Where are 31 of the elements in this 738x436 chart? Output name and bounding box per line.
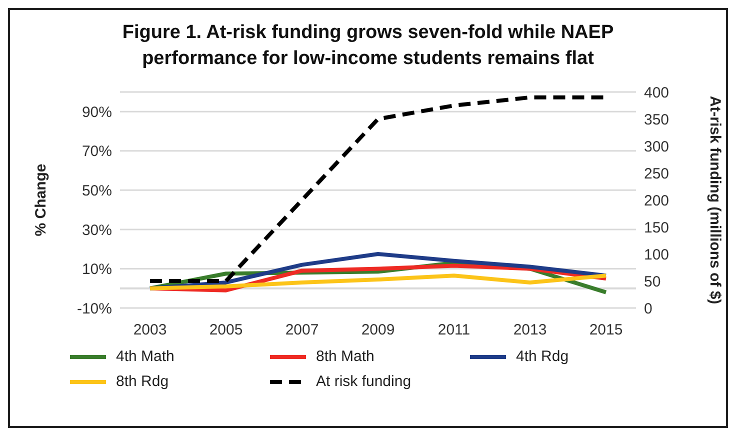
x-tick-label: 2003 [133,322,167,339]
legend-label: 4th Rdg [516,348,569,365]
y2-tick-label: 300 [644,138,670,156]
y-axis-title: % Change [32,164,50,236]
y2-tick-label: 400 [644,84,670,102]
y-tick-label: 10% [82,261,112,278]
y2-tick-label: 350 [644,111,670,128]
chart-title: Figure 1. At-risk funding grows seven-fold while NAEP performance for low-income students remains flat [121,21,615,71]
y-tick-label: 50% [82,182,112,200]
y2-tick-label: 100 [644,246,670,264]
y2-tick-label: 0 [644,300,652,318]
x-tick-label: 2005 [209,322,243,339]
legend-label: 4th Math [116,348,174,365]
x-tick-label: 2015 [589,322,623,339]
y-tick-label: 30% [82,222,112,239]
legend-label: At risk funding [316,373,412,390]
y2-tick-label: 250 [644,165,670,182]
line-series [148,274,608,290]
x-tick-label: 2007 [285,322,319,339]
y-tick-label: 70% [82,143,112,160]
legend-label: 8th Rdg [116,373,169,390]
y2-tick-label: 200 [644,192,670,210]
legend-label: 8th Math [316,348,374,365]
y-tick-label: 90% [82,104,112,121]
y2-axis-title: At-risk funding (millions of $) [706,96,724,304]
y2-tick-label: 150 [644,219,670,236]
y-tick-label: -10% [76,300,112,318]
y2-tick-label: 50 [644,273,661,290]
x-tick-label: 2011 [438,322,470,339]
x-tick-label: 2013 [513,322,547,339]
x-tick-label: 2009 [361,322,395,339]
